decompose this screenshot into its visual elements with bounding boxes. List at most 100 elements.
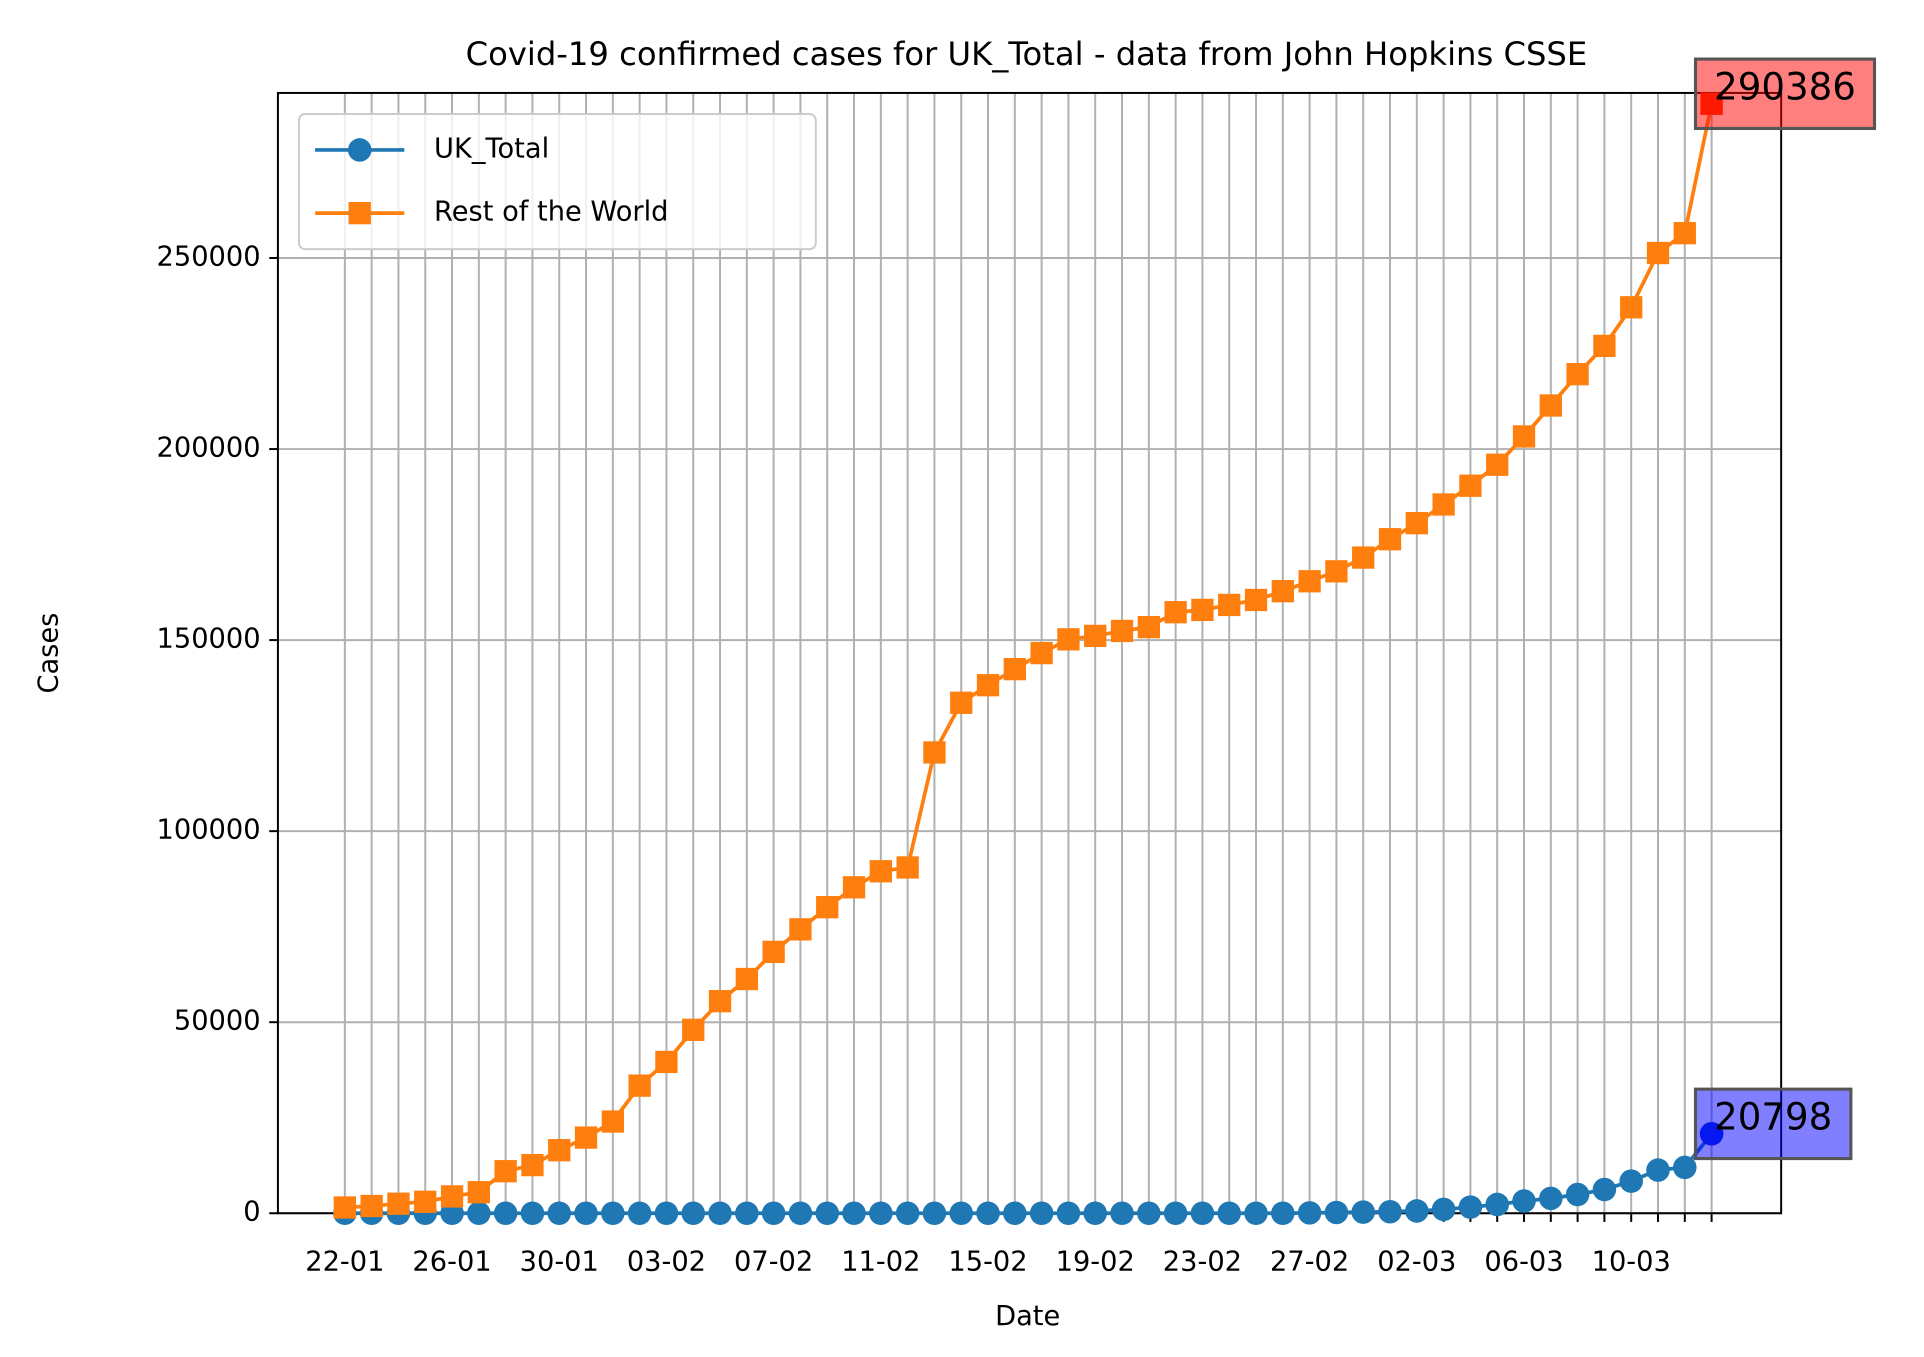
marker — [735, 1201, 759, 1226]
x-tick-label: 10-03 — [1592, 1246, 1671, 1277]
chart-title: Covid-19 confirmed cases for UK_Total - … — [466, 35, 1588, 73]
marker — [950, 691, 973, 714]
legend-label: UK_Total — [434, 133, 549, 164]
marker — [1244, 588, 1268, 612]
marker — [1190, 1201, 1215, 1226]
marker — [1565, 1182, 1590, 1207]
marker — [1137, 615, 1160, 639]
marker — [574, 1126, 598, 1149]
marker — [1592, 1177, 1617, 1202]
marker — [1458, 1195, 1483, 1219]
x-tick-label: 23-02 — [1163, 1246, 1242, 1277]
marker — [1646, 241, 1670, 265]
marker — [1003, 1201, 1027, 1226]
marker — [1030, 641, 1053, 665]
marker — [1539, 394, 1562, 417]
marker — [1566, 363, 1589, 386]
x-tick-label: 07-02 — [734, 1246, 813, 1277]
marker — [1646, 1158, 1670, 1182]
y-axis-label: Cases — [33, 613, 64, 694]
marker — [949, 1201, 973, 1226]
marker — [1271, 580, 1294, 603]
marker — [896, 856, 919, 879]
marker — [1673, 1155, 1697, 1180]
marker — [976, 1201, 1000, 1226]
marker — [547, 1201, 572, 1226]
marker — [1110, 619, 1134, 643]
annotation-box — [1693, 57, 1877, 131]
x-tick-label: 27-02 — [1270, 1246, 1349, 1277]
series-line — [344, 103, 1714, 1210]
marker — [1191, 598, 1214, 622]
marker — [1325, 560, 1348, 583]
marker — [1432, 493, 1455, 516]
marker — [1673, 222, 1696, 245]
marker — [1539, 1186, 1563, 1211]
marker — [1137, 1201, 1161, 1226]
highlight-marker — [1700, 92, 1723, 115]
y-tick-label: 200000 — [157, 433, 261, 464]
marker — [520, 1201, 545, 1226]
marker — [494, 1160, 517, 1183]
x-axis-label: Date — [995, 1301, 1060, 1332]
marker — [1084, 624, 1107, 648]
marker — [1110, 1201, 1134, 1226]
highlight-marker — [1699, 1122, 1724, 1146]
x-tick-label: 30-01 — [520, 1246, 599, 1277]
marker — [761, 1201, 786, 1226]
marker — [1244, 1201, 1268, 1226]
marker — [895, 1201, 920, 1226]
marker — [1352, 546, 1375, 569]
marker — [1003, 657, 1026, 681]
y-tick-label: 250000 — [157, 242, 261, 273]
marker — [869, 1201, 893, 1226]
marker — [923, 741, 946, 764]
marker — [1620, 296, 1643, 319]
y-tick-label: 100000 — [157, 815, 261, 846]
marker — [467, 1181, 490, 1204]
marker — [869, 860, 892, 883]
marker — [1056, 1201, 1081, 1226]
legend-label: Rest of the World — [434, 197, 668, 228]
x-tick-label: 22-01 — [305, 1246, 384, 1277]
marker — [348, 202, 371, 225]
marker — [1271, 1201, 1295, 1226]
x-tick-label: 26-01 — [412, 1246, 491, 1277]
marker — [548, 1139, 571, 1162]
marker — [387, 1192, 410, 1215]
marker — [815, 1201, 840, 1226]
marker — [521, 1153, 544, 1177]
marker — [1405, 512, 1428, 535]
legend-box — [297, 113, 817, 251]
x-tick-label: 11-02 — [841, 1246, 920, 1277]
marker — [708, 990, 732, 1013]
x-tick-label: 02-03 — [1377, 1246, 1456, 1277]
marker — [1029, 1201, 1054, 1226]
marker — [1164, 601, 1187, 624]
marker — [922, 1201, 947, 1226]
annotation-box — [1693, 1087, 1853, 1161]
marker — [1431, 1197, 1456, 1222]
marker — [1405, 1199, 1429, 1223]
y-tick-label: 150000 — [157, 624, 261, 655]
x-tick-label: 03-02 — [627, 1246, 706, 1277]
marker — [493, 1201, 518, 1226]
marker — [788, 1201, 813, 1226]
annotation-label: 20798 — [1714, 1094, 1832, 1138]
marker — [440, 1185, 464, 1208]
marker — [1459, 474, 1482, 497]
marker — [1083, 1201, 1107, 1226]
marker — [360, 1194, 383, 1218]
marker — [681, 1201, 706, 1226]
marker — [1619, 1169, 1643, 1193]
marker — [627, 1201, 652, 1226]
y-tick-label: 0 — [243, 1197, 260, 1228]
x-tick-label: 15-02 — [948, 1246, 1027, 1277]
marker — [789, 918, 812, 941]
marker — [1324, 1200, 1349, 1225]
marker — [628, 1074, 651, 1097]
marker — [654, 1201, 679, 1226]
marker — [682, 1018, 705, 1041]
